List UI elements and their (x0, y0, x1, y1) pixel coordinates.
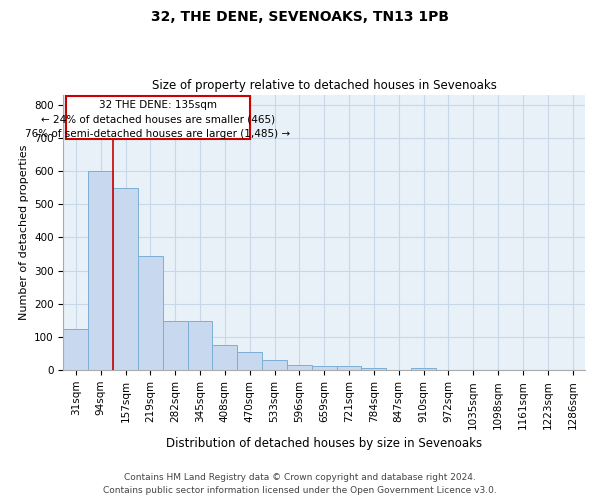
Bar (88, 171, 113, 370)
Text: 76% of semi-detached houses are larger (1,485) →: 76% of semi-detached houses are larger (… (25, 128, 290, 138)
Bar (262, 360, 287, 370)
Bar (64, 328, 88, 370)
Bar (312, 366, 337, 370)
Bar (138, 256, 163, 370)
Bar (163, 321, 188, 370)
Bar (212, 346, 237, 370)
Y-axis label: Number of detached properties: Number of detached properties (19, 144, 29, 320)
X-axis label: Distribution of detached houses by size in Sevenoaks: Distribution of detached houses by size … (166, 437, 482, 450)
Bar (287, 365, 312, 370)
Bar (188, 321, 212, 370)
Text: 32, THE DENE, SEVENOAKS, TN13 1PB: 32, THE DENE, SEVENOAKS, TN13 1PB (151, 10, 449, 24)
Text: ← 24% of detached houses are smaller (465): ← 24% of detached houses are smaller (46… (41, 114, 275, 124)
Bar (337, 366, 361, 370)
Bar (113, 188, 138, 370)
Bar (237, 352, 262, 370)
Text: 32 THE DENE: 135sqm: 32 THE DENE: 135sqm (99, 100, 217, 110)
Title: Size of property relative to detached houses in Sevenoaks: Size of property relative to detached ho… (152, 79, 497, 92)
FancyBboxPatch shape (66, 96, 250, 140)
Bar (411, 368, 436, 370)
Bar (361, 368, 386, 370)
Text: Contains HM Land Registry data © Crown copyright and database right 2024.
Contai: Contains HM Land Registry data © Crown c… (103, 474, 497, 495)
